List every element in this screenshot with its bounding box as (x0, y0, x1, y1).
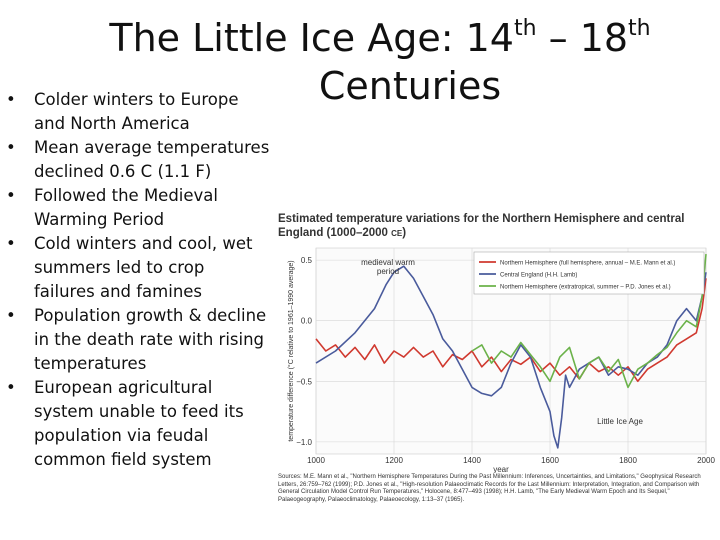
x-tick-label: 1600 (541, 456, 559, 465)
bullet-item: Mean average temperatures declined 0.6 C… (6, 136, 270, 184)
y-axis-label: temperature difference (°C relative to 1… (287, 260, 295, 441)
x-axis-label: year (493, 465, 509, 473)
title-sup1: th (513, 16, 537, 41)
medieval-warm-label-2: period (377, 267, 399, 276)
figure-title-text: Estimated temperature variations for the… (278, 213, 685, 239)
slide-title: The Little Ice Age: 14th – 18th Centurie… (60, 14, 700, 110)
y-tick-label: −1.0 (296, 438, 312, 447)
x-tick-label: 1000 (307, 456, 325, 465)
x-tick-label: 2000 (697, 456, 715, 465)
figure-title: Estimated temperature variations for the… (278, 212, 718, 241)
temperature-figure: Estimated temperature variations for the… (276, 208, 720, 508)
title-part1: The Little Ice Age: 14 (109, 16, 514, 60)
x-tick-label: 1400 (463, 456, 481, 465)
bullet-item: Cold winters and cool, wet summers led t… (6, 232, 270, 304)
series-line-3 (471, 254, 707, 389)
medieval-warm-label: medieval warm (361, 258, 415, 267)
temperature-chart: 1000 1200 1400 1600 1800 2000 0.5 0.0 −0.5 −1.0 ye… (287, 247, 715, 473)
title-line2: Centuries (318, 64, 502, 108)
series-line-1 (315, 278, 707, 383)
legend-label-1: Northern Hemisphere (full hemisphere, an… (500, 261, 675, 267)
bullet-item: Colder winters to Europe and North Ameri… (6, 88, 270, 136)
bullet-list: Colder winters to Europe and North Ameri… (6, 88, 270, 472)
figure-title-end: ) (402, 227, 407, 239)
figure-title-ce: CE (391, 229, 403, 238)
figure-source: Sources: M.E. Mann et al., "Northern Hem… (278, 474, 701, 503)
little-ice-age-label: Little Ice Age (597, 417, 643, 426)
y-tick-label: 0.0 (301, 317, 313, 326)
bullet-item: Followed the Medieval Warming Period (6, 184, 270, 232)
title-sup2: th (628, 16, 651, 41)
y-tick-label: 0.5 (301, 256, 313, 265)
legend-label-2: Central England (H.H. Lamb) (500, 273, 577, 279)
bullet-item: European agricultural system unable to f… (6, 376, 270, 472)
legend-box (473, 251, 705, 295)
y-tick-label: −0.5 (296, 377, 312, 386)
legend-label-3: Northern Hemisphere (extratropical, summ… (500, 285, 671, 291)
bullet-item: Population growth & decline in the death… (6, 304, 270, 376)
x-tick-label: 1200 (385, 456, 403, 465)
x-tick-label: 1800 (619, 456, 637, 465)
title-part2: – 18 (536, 16, 629, 60)
